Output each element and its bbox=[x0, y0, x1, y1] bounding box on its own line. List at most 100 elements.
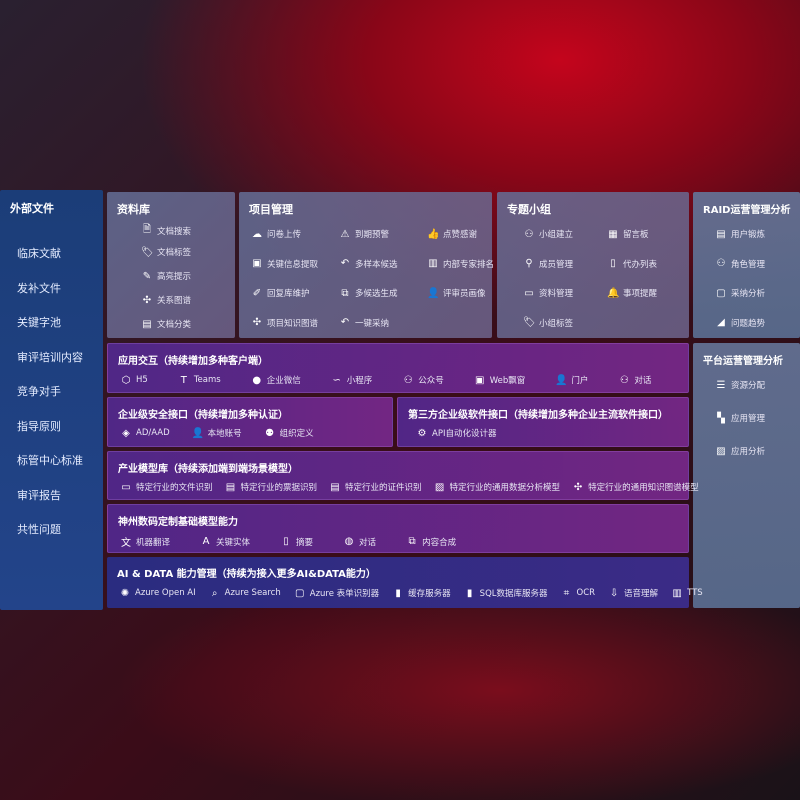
graph-icon: ✣ bbox=[252, 317, 262, 328]
doc-search-icon: 🗎 bbox=[142, 224, 152, 235]
feature-item[interactable]: 👤 本地账号 bbox=[192, 427, 242, 440]
feature-label: 机器翻译 bbox=[136, 537, 171, 548]
feature-label: 企业微信 bbox=[266, 376, 301, 386]
sidebar-item[interactable]: 关键字池 bbox=[17, 316, 61, 329]
feature-label: 用户锻炼 bbox=[731, 230, 766, 240]
feature-item[interactable]: ▦ 留言板 bbox=[607, 228, 649, 241]
feature-item[interactable]: ▤ 文档分类 bbox=[141, 318, 191, 331]
feature-item[interactable]: ▨ 应用分析 bbox=[715, 445, 765, 458]
chart-icon: ▨ bbox=[716, 445, 726, 457]
feature-item[interactable]: ✺ Azure Open AI bbox=[119, 587, 196, 599]
feature-item[interactable]: ☁ 问卷上传 bbox=[251, 228, 302, 241]
feature-item[interactable]: ⌕ Azure Search bbox=[209, 587, 281, 599]
feature-item[interactable]: ✐ 回复库维护 bbox=[251, 287, 310, 300]
feature-item[interactable]: ⚉ 组织定义 bbox=[264, 427, 314, 440]
feature-item[interactable]: ▣ 关键信息提取 bbox=[251, 258, 318, 270]
feature-item[interactable]: ◈ AD/AAD bbox=[120, 427, 170, 439]
feature-item[interactable]: 🗎 文档搜索 bbox=[141, 222, 191, 239]
feature-item[interactable]: A 关键实体 bbox=[200, 534, 250, 549]
feature-item[interactable]: ▥ 内部专家排名 bbox=[427, 258, 494, 270]
chat-icon: ◍ bbox=[344, 536, 354, 547]
feature-item[interactable]: ⚙ API自动化设计器 bbox=[416, 427, 497, 440]
feature-item[interactable]: 👤 评审员画像 bbox=[427, 287, 486, 300]
feature-label: 特定行业的通用知识图谱模型 bbox=[588, 483, 699, 493]
feature-item[interactable]: ▯ 代办列表 bbox=[607, 258, 657, 270]
panel-title: 项目管理 bbox=[249, 203, 293, 216]
feature-item[interactable]: T Teams bbox=[178, 374, 221, 386]
feature-label: 小组建立 bbox=[539, 230, 574, 240]
feature-label: 缓存服务器 bbox=[408, 589, 451, 599]
feature-item[interactable]: ∽ 小程序 bbox=[331, 374, 373, 387]
feature-item[interactable]: ▭ 特定行业的文件识别 bbox=[120, 481, 212, 494]
feature-item[interactable]: ◢ 问题趋势 bbox=[715, 317, 765, 329]
chat-users-icon: ⚇ bbox=[619, 374, 629, 386]
feature-item[interactable]: ▮ 缓存服务器 bbox=[392, 587, 451, 600]
clipboard-icon: ▯ bbox=[610, 258, 616, 269]
feature-item[interactable]: ▣ Web飘窗 bbox=[474, 374, 525, 387]
feature-item[interactable]: ▤ 用户锻炼 bbox=[715, 228, 766, 241]
feature-item[interactable]: ↶ 多样本候选 bbox=[339, 258, 398, 270]
feature-item[interactable]: ▨ 特定行业的通用数据分析模型 bbox=[434, 481, 560, 494]
feature-item[interactable]: ⧉ 多候选生成 bbox=[339, 287, 397, 300]
feature-item[interactable]: ⬡ H5 bbox=[120, 374, 148, 386]
summary-icon: ▯ bbox=[283, 536, 289, 547]
feature-label: Azure Search bbox=[224, 588, 281, 598]
edit-icon: ✐ bbox=[252, 287, 262, 299]
feature-item[interactable]: ▤ 特定行业的证件识别 bbox=[329, 481, 421, 494]
sidebar-item[interactable]: 指导原则 bbox=[17, 419, 61, 433]
feature-label: 小程序 bbox=[346, 376, 373, 386]
feature-item[interactable]: ⚠ 到期预警 bbox=[339, 228, 390, 241]
cache-icon: ▮ bbox=[395, 587, 401, 599]
feature-item[interactable]: ↶ 一键采纳 bbox=[339, 317, 389, 329]
feature-item[interactable]: ⚇ 小组建立 bbox=[523, 228, 574, 241]
feature-item[interactable]: ⚇ 对话 bbox=[618, 374, 652, 387]
feature-item[interactable]: 👤 门户 bbox=[555, 374, 588, 387]
feature-item[interactable]: ▢ Azure 表单识别器 bbox=[294, 587, 379, 600]
feature-item[interactable]: ▭ 资料管理 bbox=[523, 287, 573, 300]
feature-item[interactable]: 🔔 事项提醒 bbox=[607, 287, 657, 300]
feature-label: 问卷上传 bbox=[267, 230, 302, 240]
feature-item[interactable]: ✣ 关系图谱 bbox=[141, 294, 191, 307]
window-icon: ▣ bbox=[252, 258, 262, 269]
panel-platform: 平台运营管理分析 ☰ 资源分配 ▚ 应用管理 ▨ 应用分析 bbox=[693, 343, 800, 608]
feature-label: 公众号 bbox=[418, 376, 444, 386]
feature-item[interactable]: ⚇ 公众号 bbox=[402, 374, 444, 387]
panel-library: 资料库 🗎 文档搜索 🏷 文档标签 ✎ 高亮提示 ✣ 关系图谱 ▤ 文档分类 bbox=[107, 192, 235, 338]
feature-item[interactable]: 👍 点赞感谢 bbox=[427, 228, 477, 241]
feature-item[interactable]: 文机器翻译 bbox=[120, 534, 171, 550]
feature-item[interactable]: 🏷 文档标签 bbox=[141, 246, 192, 259]
sidebar-item[interactable]: 共性问题 bbox=[17, 523, 61, 536]
panel-security: 企业级安全接口（持续增加多种认证） ◈ AD/AAD 👤 本地账号 ⚉ 组织定义 bbox=[107, 397, 393, 447]
feature-item[interactable]: ⌗ OCR bbox=[561, 587, 595, 599]
sidebar-item[interactable]: 审评培训内容 bbox=[17, 350, 83, 364]
feature-item[interactable]: ✣ 项目知识图谱 bbox=[251, 317, 318, 329]
feature-item[interactable]: ⚇ 角色管理 bbox=[715, 258, 766, 270]
feature-label: 留言板 bbox=[623, 230, 649, 240]
speech-icon: ⇩ bbox=[609, 587, 619, 599]
feature-item[interactable]: ▢ 采纳分析 bbox=[715, 287, 765, 300]
sidebar-item[interactable]: 竞争对手 bbox=[17, 385, 61, 398]
panel-title: AI & DATA 能力管理（持续为接入更多AI&DATA能力） bbox=[117, 569, 376, 580]
feature-item[interactable]: ▮ SQL数据库服务器 bbox=[464, 587, 548, 600]
feature-item[interactable]: ✣ 特定行业的通用知识图谱模型 bbox=[572, 481, 699, 494]
feature-item[interactable]: ⚲ 成员管理 bbox=[523, 258, 573, 270]
feature-item[interactable]: 🏷 小组标签 bbox=[523, 317, 573, 329]
id-card-icon: ▤ bbox=[330, 481, 340, 493]
feature-item[interactable]: ✎ 高亮提示 bbox=[141, 270, 191, 283]
feature-item[interactable]: ▚ 应用管理 bbox=[715, 412, 765, 425]
sidebar-item[interactable]: 审评报告 bbox=[17, 488, 61, 502]
feature-item[interactable]: ▯ 摘要 bbox=[280, 534, 313, 549]
sidebar-item[interactable]: 临床文献 bbox=[17, 247, 61, 260]
graph-icon: ✣ bbox=[573, 481, 583, 493]
feature-item[interactable]: ☰ 资源分配 bbox=[715, 379, 766, 392]
sidebar-item[interactable]: 标管中心标准 bbox=[17, 454, 83, 467]
feature-label: 特定行业的票据识别 bbox=[240, 483, 318, 493]
feature-item[interactable]: ● 企业微信 bbox=[251, 374, 301, 387]
feature-item[interactable]: ⇩ 语音理解 bbox=[608, 587, 658, 600]
feature-item[interactable]: ▤ 特定行业的票据识别 bbox=[225, 481, 318, 494]
feature-label: 文档标签 bbox=[157, 248, 192, 258]
feature-item[interactable]: ◍ 对话 bbox=[343, 534, 376, 549]
sidebar-item[interactable]: 发补文件 bbox=[17, 281, 61, 295]
feature-item[interactable]: ⧉ 内容合成 bbox=[406, 534, 456, 549]
feature-item[interactable]: ▥ TTS bbox=[671, 587, 702, 599]
